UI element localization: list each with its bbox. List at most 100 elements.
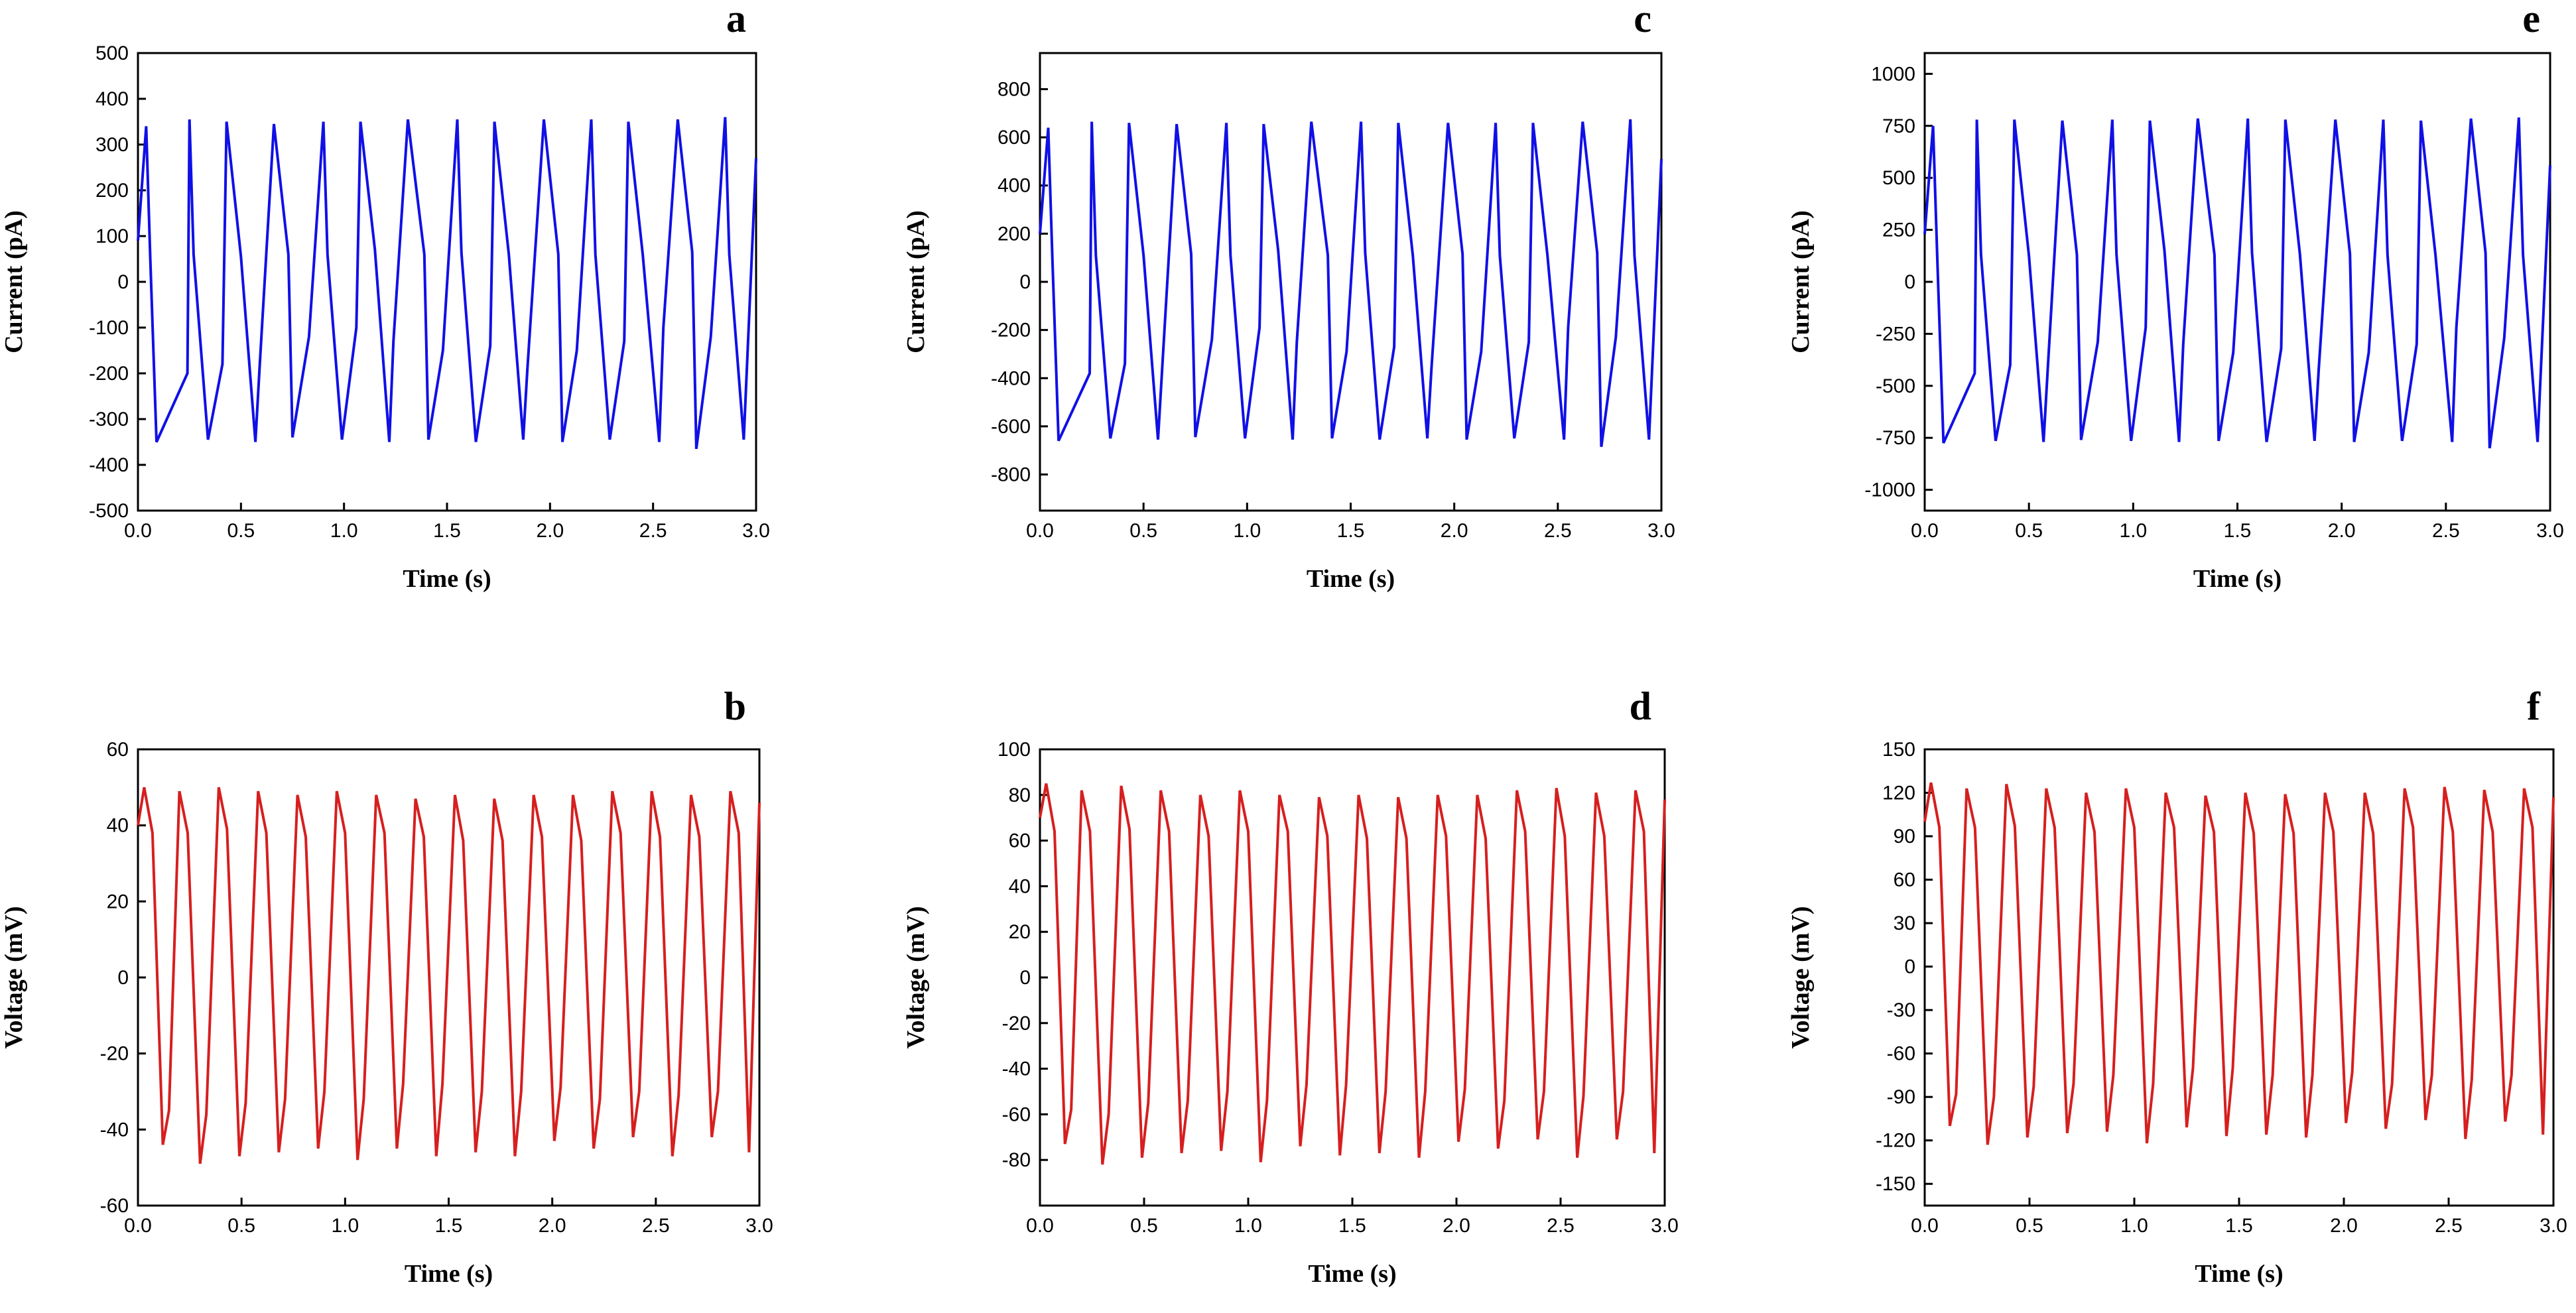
y-tick-label: 0 (117, 271, 129, 293)
y-tick-label: -20 (1002, 1013, 1031, 1034)
y-tick-label: 300 (96, 134, 129, 156)
panel-e-current: e 0.0 0.5 1.0 1.5 2.0 2.5 3.0 1000 750 500 250 0 -25… (1787, 0, 2564, 593)
y-tick-label: -90 (1887, 1086, 1915, 1108)
y-tick-label: 400 (998, 175, 1031, 197)
x-tick-label: 2.5 (2432, 520, 2460, 542)
y-tick-label: 20 (107, 891, 129, 912)
voltage-series-line (1039, 783, 1666, 1165)
x-axis-label: Time (s) (1308, 1260, 1396, 1288)
panel-d-letter: d (1630, 684, 1651, 728)
y-tick-label: -150 (1876, 1173, 1915, 1195)
y-tick-label: 30 (1894, 912, 1915, 934)
panel-c-current: c 0.0 0.5 1.0 1.5 2.0 2.5 3.0 800 600 400 200 0 -200… (902, 0, 1675, 593)
y-tick-label: 250 (1882, 219, 1915, 241)
y-tick-label: -200 (89, 363, 129, 385)
y-axis-label: Voltage (mV) (0, 907, 28, 1049)
y-tick-label: 200 (96, 180, 129, 202)
y-tick-label: -750 (1876, 427, 1915, 449)
x-tick-label: 0.5 (1129, 520, 1157, 542)
y-tick-label: 800 (998, 78, 1031, 100)
y-tick-label: -40 (1002, 1058, 1031, 1080)
x-tick-label: 3.0 (742, 520, 770, 542)
x-tick-label: 3.0 (745, 1215, 773, 1237)
x-tick-label: 1.0 (330, 520, 358, 542)
y-tick-label: 60 (107, 739, 129, 761)
x-tick-label: 1.5 (433, 520, 461, 542)
y-tick-label: -400 (89, 454, 129, 476)
y-tick-label: 0 (1019, 271, 1031, 293)
y-axis-label: Voltage (mV) (1787, 907, 1815, 1049)
x-tick-label: 2.5 (642, 1215, 670, 1237)
y-tick-label: 100 (998, 739, 1031, 761)
y-tick-label: 500 (1882, 167, 1915, 189)
x-tick-label: 0.5 (1130, 1215, 1158, 1237)
y-tick-label: -120 (1876, 1130, 1915, 1152)
x-tick-label: 3.0 (1651, 1215, 1679, 1237)
y-tick-label: 0 (1019, 967, 1031, 989)
y-tick-label: 90 (1894, 826, 1915, 847)
y-tick-label: -60 (100, 1195, 129, 1217)
current-series-line (1039, 119, 1663, 448)
panel-b-voltage: b 0.0 0.5 1.0 1.5 2.0 2.5 3.0 60 40 20 0 -20 -40 -60 T… (0, 684, 773, 1288)
panel-a-current: a 0.0 0.5 1.0 1.5 2.0 2.5 3.0 500 400 300 200 100 0 -… (0, 0, 770, 593)
x-tick-label: 1.5 (2224, 520, 2252, 542)
voltage-series-line (137, 786, 761, 1164)
y-axis-label: Voltage (mV) (902, 907, 930, 1049)
x-tick-label: 2.0 (536, 520, 564, 542)
y-tick-label: -600 (991, 416, 1031, 438)
panel-c-letter: c (1634, 0, 1651, 40)
x-tick-label: 0.0 (1911, 520, 1939, 542)
current-series-line (137, 117, 757, 450)
y-tick-label: -40 (100, 1119, 129, 1141)
y-tick-label: 60 (1894, 869, 1915, 891)
x-tick-label: 3.0 (1647, 520, 1675, 542)
x-tick-label: 0.0 (1911, 1215, 1939, 1237)
x-tick-label: 1.0 (2119, 520, 2147, 542)
x-tick-label: 2.5 (1544, 520, 1572, 542)
voltage-series-line (1923, 782, 2555, 1145)
x-axis-label: Time (s) (1307, 565, 1395, 593)
x-tick-label: 0.0 (1026, 1215, 1054, 1237)
y-tick-label: 0 (117, 967, 129, 989)
x-tick-label: 2.0 (539, 1215, 566, 1237)
x-tick-label: 2.5 (2435, 1215, 2463, 1237)
x-tick-label: 1.0 (1234, 1215, 1262, 1237)
panel-d-voltage: d 0.0 0.5 1.0 1.5 2.0 2.5 3.0 100 80 60 40 20 0 -20 -4… (902, 684, 1679, 1288)
y-tick-label: 20 (1009, 921, 1031, 943)
panel-f-voltage: f 0.0 0.5 1.0 1.5 2.0 2.5 3.0 150 120 90 60 30 0 -30 -… (1787, 684, 2567, 1288)
y-tick-label: -400 (991, 367, 1031, 389)
x-axis-label: Time (s) (403, 565, 491, 593)
panel-f-letter: f (2527, 684, 2541, 728)
x-tick-label: 0.5 (2015, 520, 2043, 542)
y-tick-label: 200 (998, 223, 1031, 245)
y-axis-label: Current (pA) (0, 210, 28, 353)
y-tick-label: -250 (1876, 323, 1915, 345)
x-tick-label: 1.0 (2120, 1215, 2148, 1237)
x-tick-label: 1.5 (1338, 1215, 1366, 1237)
x-axis-label: Time (s) (2193, 565, 2282, 593)
x-axis-label: Time (s) (2195, 1260, 2283, 1288)
x-tick-label: 0.5 (2016, 1215, 2043, 1237)
x-tick-label: 0.5 (227, 1215, 255, 1237)
y-tick-label: 100 (96, 225, 129, 247)
y-axis-label: Current (pA) (1787, 210, 1815, 353)
x-tick-label: 0.0 (124, 1215, 152, 1237)
y-tick-label: -800 (991, 464, 1031, 486)
y-tick-label: 40 (1009, 875, 1031, 897)
x-tick-label: 1.0 (331, 1215, 359, 1237)
current-series-line (1923, 117, 2551, 449)
y-tick-label: -500 (1876, 375, 1915, 397)
panel-e-letter: e (2522, 0, 2540, 40)
y-tick-label: 1000 (1871, 63, 1915, 85)
y-tick-label: -1000 (1864, 479, 1915, 501)
y-axis-label: Current (pA) (902, 210, 930, 353)
y-tick-label: 60 (1009, 830, 1031, 852)
x-tick-label: 3.0 (2536, 520, 2564, 542)
y-tick-label: -300 (89, 408, 129, 430)
y-tick-label: -100 (89, 317, 129, 339)
y-tick-label: -200 (991, 320, 1031, 342)
x-tick-label: 2.5 (639, 520, 667, 542)
x-tick-label: 1.5 (2225, 1215, 2253, 1237)
y-tick-label: -80 (1002, 1149, 1031, 1171)
